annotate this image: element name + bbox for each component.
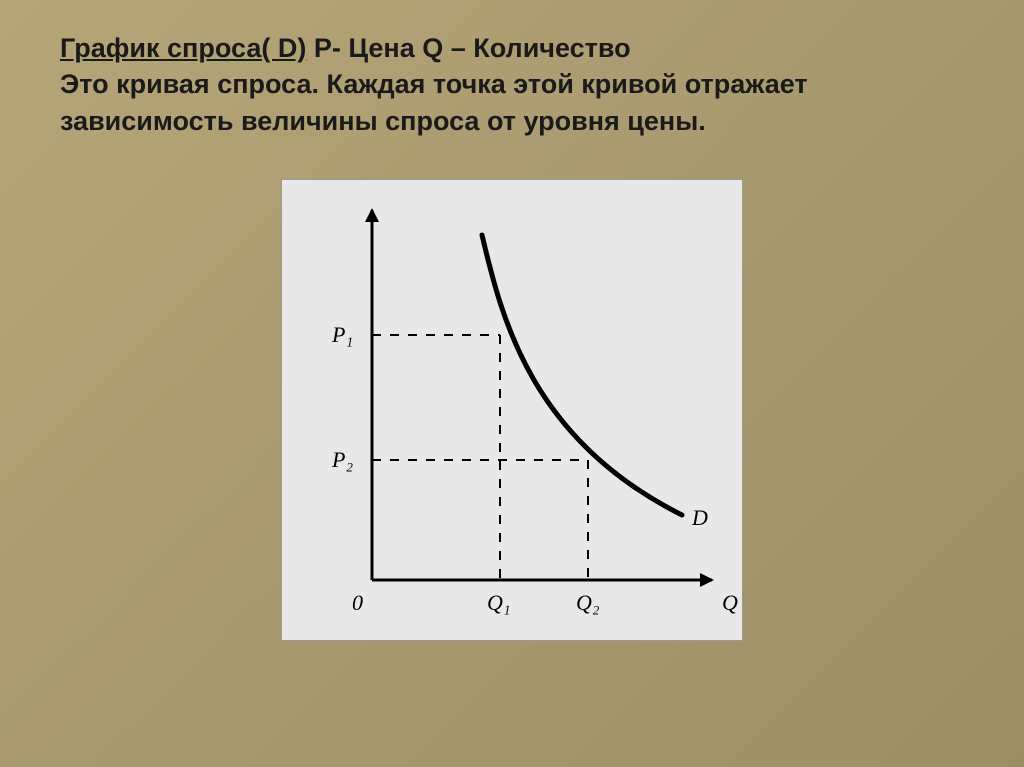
title-line3: зависимость величины спроса от уровня це… <box>60 106 706 136</box>
title-rest: P- Цена Q – Количество <box>306 33 630 63</box>
title-block: График спроса( D) P- Цена Q – Количество… <box>60 30 964 139</box>
svg-text:Q: Q <box>722 590 738 615</box>
svg-text:Q₁: Q₁ <box>487 590 511 615</box>
svg-text:D: D <box>691 505 708 530</box>
chart-svg: P₁ P₂ Q₁ Q₂ 0 D Q <box>282 180 742 640</box>
svg-text:P₁: P₁ <box>331 322 353 347</box>
svg-text:P₂: P₂ <box>331 447 353 472</box>
svg-text:0: 0 <box>352 590 363 615</box>
title-line2: Это кривая спроса. Каждая точка этой кри… <box>60 69 808 99</box>
demand-chart: P₁ P₂ Q₁ Q₂ 0 D Q <box>281 179 743 641</box>
slide: График спроса( D) P- Цена Q – Количество… <box>0 0 1024 767</box>
svg-text:Q₂: Q₂ <box>576 590 600 615</box>
title-underlined: График спроса( D) <box>60 33 306 63</box>
